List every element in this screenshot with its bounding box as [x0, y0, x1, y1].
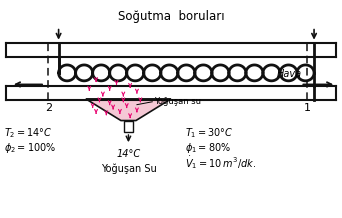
Polygon shape	[86, 99, 171, 121]
Text: $T_1 = 30°C$: $T_1 = 30°C$	[185, 127, 233, 140]
Text: 2: 2	[45, 102, 52, 112]
Text: $T_2 = 14°C$: $T_2 = 14°C$	[4, 127, 53, 140]
Text: $\phi_1 = 80\%$: $\phi_1 = 80\%$	[185, 141, 231, 155]
Text: Hava: Hava	[277, 69, 302, 79]
Text: Yoğuşan su: Yoğuşan su	[154, 97, 201, 106]
Text: $\dot{V}_1 = 10 \, m^3/dk.$: $\dot{V}_1 = 10 \, m^3/dk.$	[185, 154, 256, 171]
Polygon shape	[124, 121, 132, 132]
Text: 1: 1	[304, 102, 311, 112]
Text: $\phi_2 = 100\%$: $\phi_2 = 100\%$	[4, 141, 56, 155]
Text: 14°C: 14°C	[116, 149, 141, 159]
Text: Yoğuşan Su: Yoğuşan Su	[101, 164, 156, 174]
Text: Soğutma  boruları: Soğutma boruları	[118, 10, 224, 23]
